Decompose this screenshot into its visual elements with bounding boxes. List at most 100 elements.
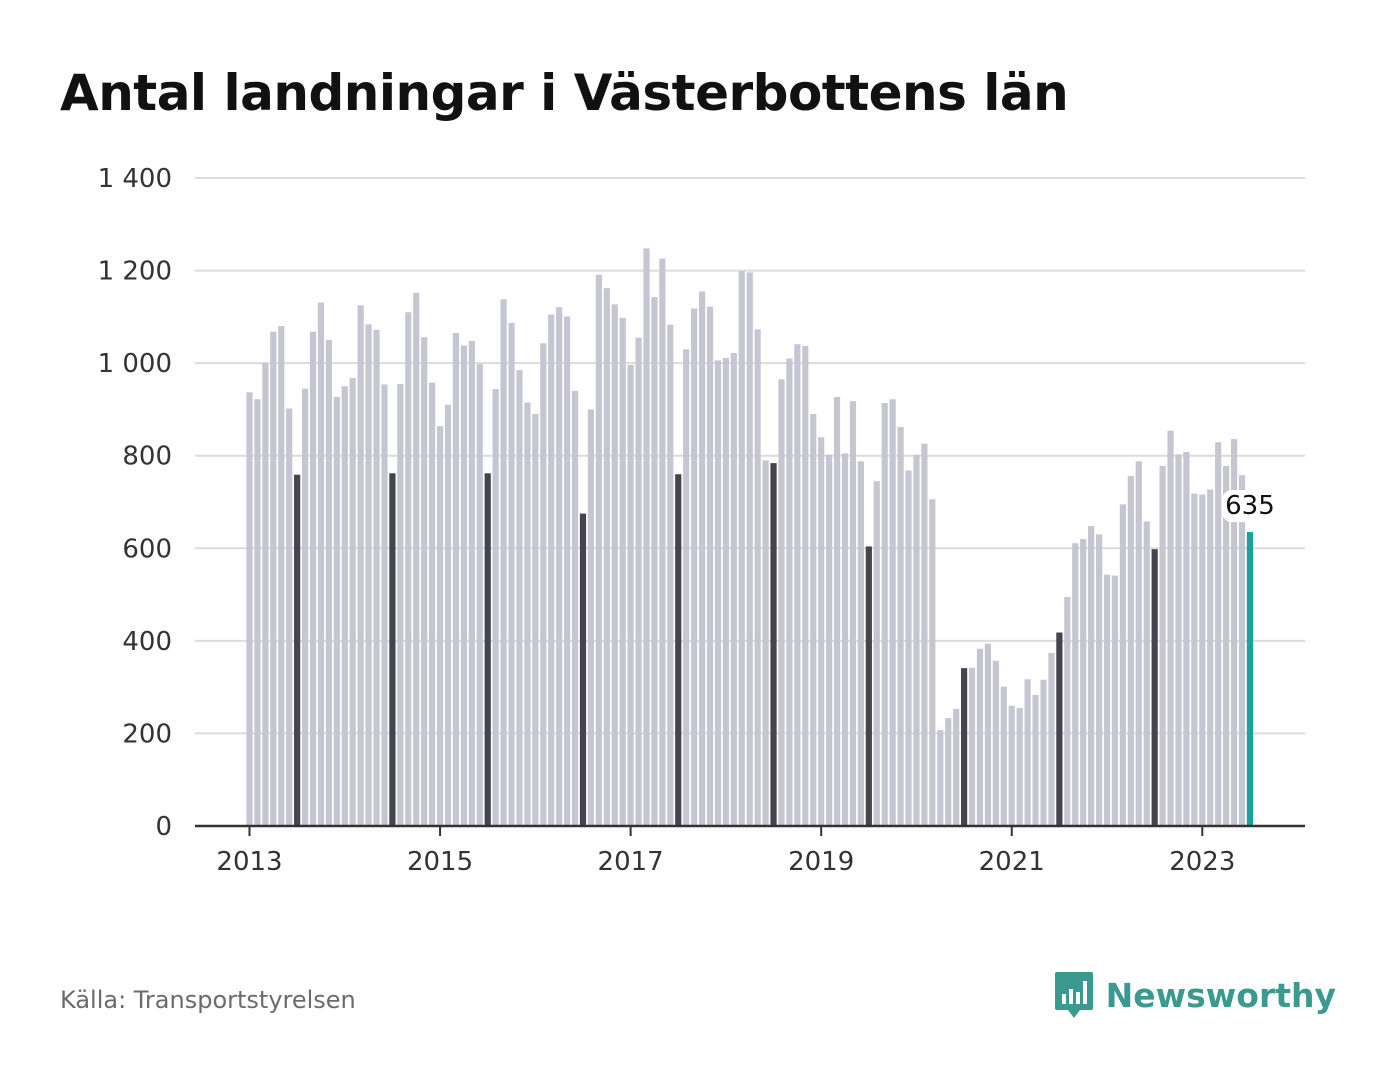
- bar: [564, 316, 571, 826]
- bar: [889, 399, 896, 826]
- bar: [508, 322, 515, 826]
- bar: [460, 345, 467, 826]
- bar: [921, 443, 928, 826]
- bar: [516, 370, 523, 826]
- bar: [1088, 526, 1095, 826]
- bar: [1111, 575, 1119, 826]
- x-tick-label: 2017: [598, 847, 664, 877]
- bar: [786, 358, 793, 826]
- bar: [945, 718, 952, 826]
- bar: [341, 386, 348, 826]
- bar: [778, 379, 785, 826]
- bar: [286, 408, 293, 826]
- bar: [857, 461, 864, 826]
- bar: [905, 470, 912, 826]
- bar: [595, 274, 602, 826]
- bar: [683, 349, 690, 826]
- bar: [548, 314, 555, 826]
- bar: [389, 473, 396, 826]
- bar: [436, 426, 444, 826]
- bar: [635, 337, 642, 826]
- x-tick-label: 2023: [1169, 847, 1235, 877]
- bar: [714, 360, 722, 826]
- x-tick-labels: 2013 2015 2017 2019 2021 2023: [216, 826, 1235, 877]
- bar: [333, 396, 340, 826]
- bar: [659, 258, 666, 827]
- latest-value-label: 635: [1225, 491, 1275, 521]
- x-tick-label: 2019: [788, 847, 854, 877]
- bar: [1103, 574, 1111, 826]
- bar: [897, 427, 904, 826]
- bar: [1064, 596, 1071, 826]
- bar: [1191, 493, 1198, 826]
- bar: [254, 399, 261, 826]
- bar: [270, 331, 277, 826]
- bar: [476, 364, 483, 826]
- bar: [1119, 504, 1126, 826]
- bar: [976, 648, 984, 826]
- y-tick-labels: 0 200 400 600 800 1 000 1 200 1 400: [98, 164, 172, 842]
- y-tick-label: 1 400: [98, 164, 172, 194]
- bar: [246, 392, 253, 826]
- bar: [1159, 465, 1166, 826]
- bar: [524, 402, 531, 826]
- annotations: 635: [1221, 490, 1278, 523]
- brand-name: Newsworthy: [1105, 975, 1336, 1015]
- bar: [1223, 465, 1230, 826]
- bar: [881, 402, 888, 826]
- y-tick-label: 1 200: [98, 257, 172, 287]
- bar: [953, 708, 960, 826]
- x-tick-label: 2013: [216, 847, 282, 877]
- bar: [1215, 442, 1222, 826]
- bar: [1238, 475, 1246, 826]
- bar: [500, 299, 507, 827]
- bar: [1024, 679, 1031, 826]
- bar: [413, 292, 420, 826]
- y-tick-label: 800: [122, 442, 172, 472]
- brand-logo: Newsworthy: [1054, 970, 1336, 1020]
- bar: [651, 296, 658, 826]
- bar: [937, 730, 944, 826]
- bar: [1056, 632, 1063, 826]
- bar: [992, 660, 999, 826]
- bar: [643, 248, 650, 827]
- bar: [262, 363, 269, 826]
- bar: [317, 302, 325, 827]
- bar: [365, 324, 372, 826]
- bar: [1167, 430, 1174, 826]
- bar: [309, 331, 317, 826]
- bars: [246, 248, 1254, 827]
- bar: [294, 474, 301, 826]
- x-tick-label: 2021: [979, 847, 1045, 877]
- bar: [1230, 439, 1238, 826]
- bar: [373, 329, 380, 826]
- bar: [675, 474, 682, 826]
- bar: [691, 308, 698, 826]
- bar: [627, 364, 634, 826]
- bar: [754, 329, 761, 826]
- bar: [1072, 543, 1079, 826]
- bar: [1008, 705, 1015, 826]
- bar: [722, 358, 729, 826]
- x-tick-label: 2015: [407, 847, 473, 877]
- bar: [301, 388, 309, 826]
- y-tick-label: 600: [122, 534, 172, 564]
- bar: [826, 454, 833, 826]
- bar: [865, 546, 872, 826]
- bar: [405, 312, 412, 826]
- bar: [349, 377, 356, 826]
- bar: [818, 437, 825, 826]
- bar: [357, 305, 364, 826]
- bar: [1016, 707, 1023, 826]
- bar: [1080, 539, 1087, 826]
- y-tick-label: 0: [155, 812, 172, 842]
- bar: [468, 340, 475, 826]
- bar: [1040, 679, 1047, 826]
- bar: [444, 404, 452, 826]
- bar: [1183, 452, 1190, 826]
- value-label-background: [1221, 490, 1278, 523]
- bar: [794, 344, 801, 826]
- bar: [961, 668, 968, 826]
- bar: [603, 288, 610, 826]
